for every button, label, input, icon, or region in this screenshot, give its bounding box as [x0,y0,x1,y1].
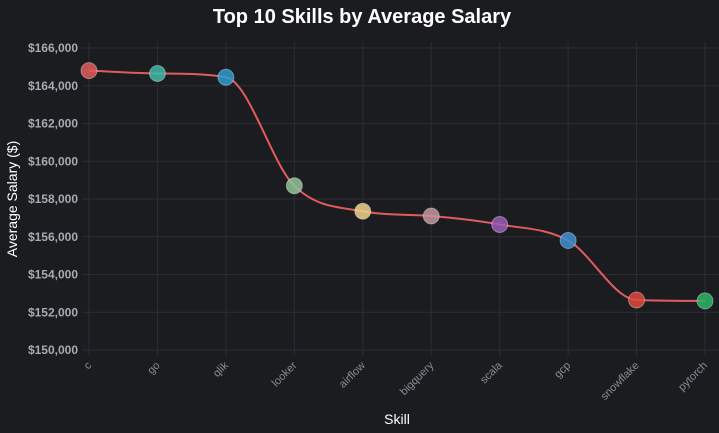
data-point-bigquery[interactable] [422,207,440,225]
salary-line [88,69,706,302]
x-tick-label: airflow [337,360,368,391]
y-tick-label: $162,000 [28,117,78,131]
y-tick-label: $154,000 [28,268,78,282]
x-tick-label: qlik [211,359,232,380]
y-tick-label: $152,000 [28,305,78,319]
data-point-snowflake[interactable] [628,291,646,309]
x-axis-label: Skill [384,411,410,427]
data-point-c[interactable] [80,62,98,80]
data-point-pytorch[interactable] [696,292,714,310]
x-tick-label: gcp [552,360,573,381]
x-tick-label: scala [478,359,505,386]
data-point-looker[interactable] [285,177,303,195]
data-point-airflow[interactable] [354,202,372,220]
x-axis-ticks: c go qlik looker airflow bigquery scala gcp snow… [82,359,710,403]
x-tick-label: snowflake [599,360,642,403]
y-tick-label: $160,000 [28,154,78,168]
y-tick-label: $166,000 [28,41,78,55]
y-tick-label: $150,000 [28,343,78,357]
x-tick-label: bigquery [398,359,437,398]
y-axis-ticks: $150,000 $152,000 $154,000 $156,000 $158,000… [28,41,78,357]
x-tick-label: go [145,360,162,377]
data-point-scala[interactable] [491,215,509,233]
y-axis-label: Average Salary ($) [4,141,20,257]
y-tick-label: $164,000 [28,79,78,93]
x-tick-label: pytorch [676,360,710,394]
data-point-go[interactable] [148,64,166,82]
data-points [80,62,714,310]
data-point-qlik[interactable] [217,68,235,86]
chart-title: Top 10 Skills by Average Salary [213,6,512,28]
y-tick-label: $158,000 [28,192,78,206]
data-point-gcp[interactable] [559,232,577,250]
x-tick-label: looker [270,359,300,389]
x-tick-label: c [82,359,95,372]
gridlines [82,42,719,356]
y-tick-label: $156,000 [28,230,78,244]
